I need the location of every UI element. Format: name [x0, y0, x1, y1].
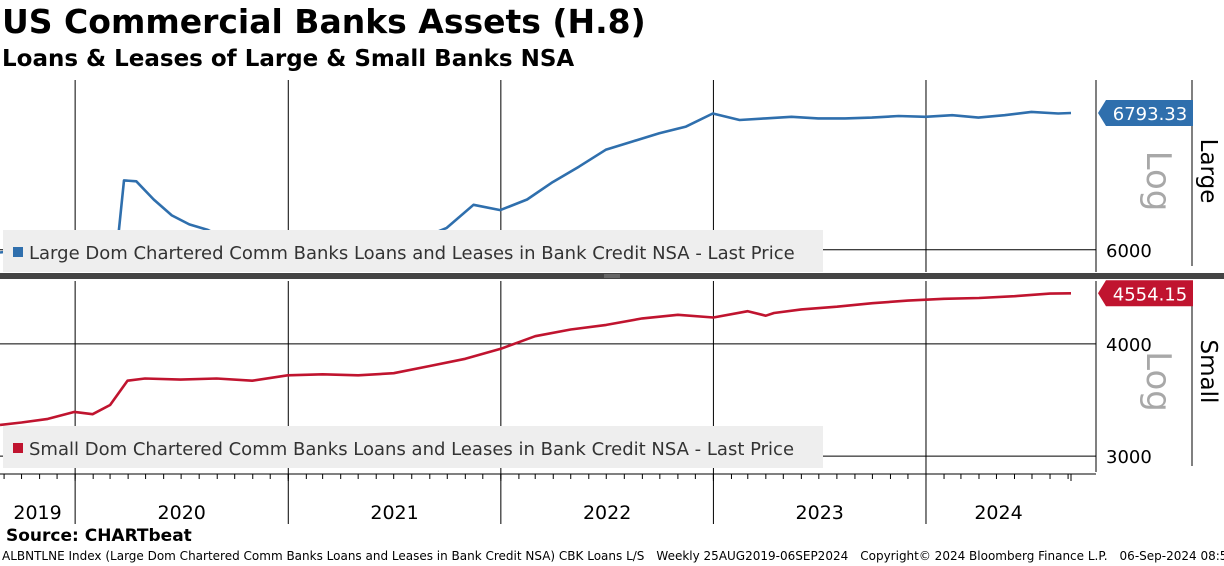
legend-swatch	[13, 247, 23, 257]
last-value-label: 6793.33	[1113, 104, 1187, 125]
panel-label: Small	[1195, 340, 1221, 404]
x-tick-label: 2023	[796, 502, 844, 524]
last-value-label: 4554.15	[1113, 284, 1187, 305]
legend-label: Large Dom Chartered Comm Banks Loans and…	[29, 243, 795, 264]
y-tick-label: 3000	[1106, 447, 1152, 468]
x-tick-label: 2021	[370, 502, 418, 524]
footer-copyright: Copyright© 2024 Bloomberg Finance L.P.	[860, 549, 1108, 563]
legend-box	[3, 230, 823, 272]
last-value-tag	[1098, 100, 1193, 127]
series-line	[0, 292, 1072, 427]
chart-subtitle: Loans & Leases of Large & Small Banks NS…	[2, 46, 575, 72]
last-value-tag	[1098, 280, 1193, 307]
panel-separator	[0, 273, 1224, 279]
panel-label: Large	[1195, 139, 1221, 204]
x-tick-label: 2019	[13, 502, 61, 524]
y-tick-label: 4000	[1106, 335, 1152, 356]
x-tick-label: 2022	[583, 502, 631, 524]
legend-label: Small Dom Chartered Comm Banks Loans and…	[29, 439, 794, 460]
footer-range: Weekly 25AUG2019-06SEP2024	[656, 549, 849, 563]
chart-title: US Commercial Banks Assets (H.8)	[2, 2, 646, 41]
x-tick-label: 2020	[158, 502, 206, 524]
scale-label: Log	[1138, 351, 1178, 412]
x-tick-label: 2024	[974, 502, 1022, 524]
footer: ALBNTLNE Index (Large Dom Chartered Comm…	[2, 548, 1224, 564]
footer-ticker: ALBNTLNE Index (Large Dom Chartered Comm…	[2, 549, 645, 563]
y-tick-label: 6000	[1106, 241, 1152, 262]
scale-label: Log	[1138, 151, 1178, 212]
legend-box	[3, 426, 823, 468]
series-line	[0, 110, 1072, 256]
footer-timestamp: 06-Sep-2024 08:59:37	[1119, 549, 1224, 563]
legend-swatch	[13, 443, 23, 453]
source-note: Source: CHARTbeat	[6, 526, 192, 546]
